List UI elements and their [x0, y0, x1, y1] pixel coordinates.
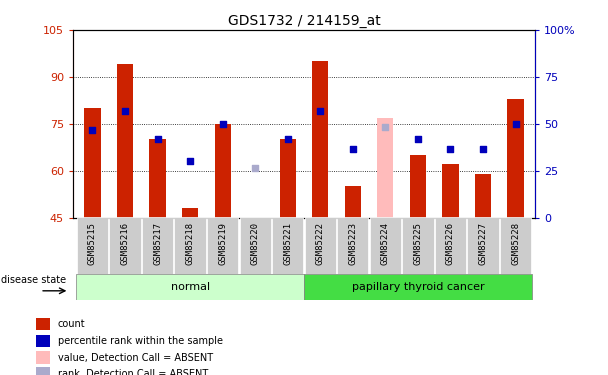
FancyBboxPatch shape [77, 217, 108, 274]
FancyBboxPatch shape [174, 217, 206, 274]
Text: GSM85220: GSM85220 [250, 222, 260, 265]
Text: GSM85226: GSM85226 [446, 222, 455, 265]
FancyBboxPatch shape [370, 217, 401, 274]
Bar [215, 124, 231, 218]
Point [348, 146, 358, 152]
Text: count: count [58, 320, 85, 329]
Point [413, 136, 423, 142]
Bar [150, 140, 166, 218]
FancyBboxPatch shape [142, 217, 173, 274]
Text: disease state: disease state [1, 275, 67, 285]
Text: GSM85222: GSM85222 [316, 222, 325, 265]
Bar [76, 274, 304, 300]
Bar [345, 186, 361, 218]
Bar [410, 155, 426, 218]
Bar [85, 108, 100, 218]
Text: GSM85216: GSM85216 [120, 222, 130, 265]
FancyBboxPatch shape [305, 217, 336, 274]
Text: percentile rank within the sample: percentile rank within the sample [58, 336, 223, 346]
Bar [36, 334, 49, 346]
Point [511, 121, 520, 127]
Point [120, 108, 130, 114]
Bar [304, 274, 532, 300]
Point [153, 136, 162, 142]
Point [316, 108, 325, 114]
Bar [36, 367, 49, 375]
Bar [442, 164, 458, 218]
Text: GSM85217: GSM85217 [153, 222, 162, 265]
Point [283, 136, 292, 142]
Text: GSM85215: GSM85215 [88, 222, 97, 265]
Text: normal: normal [171, 282, 210, 292]
Point [446, 146, 455, 152]
Point [218, 121, 227, 127]
FancyBboxPatch shape [272, 217, 303, 274]
Point [478, 146, 488, 152]
Bar [508, 99, 523, 218]
Point [250, 165, 260, 171]
Bar [280, 140, 296, 218]
Title: GDS1732 / 214159_at: GDS1732 / 214159_at [227, 13, 381, 28]
FancyBboxPatch shape [435, 217, 466, 274]
Text: GSM85218: GSM85218 [185, 222, 195, 265]
Bar [475, 174, 491, 217]
FancyBboxPatch shape [468, 217, 499, 274]
Bar [377, 117, 393, 218]
Text: rank, Detection Call = ABSENT: rank, Detection Call = ABSENT [58, 369, 208, 375]
Bar [36, 351, 49, 363]
FancyBboxPatch shape [207, 217, 238, 274]
Text: GSM85219: GSM85219 [218, 222, 227, 265]
Text: GSM85228: GSM85228 [511, 222, 520, 265]
Text: GSM85225: GSM85225 [413, 222, 423, 265]
Text: GSM85223: GSM85223 [348, 222, 358, 265]
Point [185, 158, 195, 164]
Text: GSM85227: GSM85227 [478, 222, 488, 265]
Text: GSM85221: GSM85221 [283, 222, 292, 265]
Bar [312, 61, 328, 217]
Text: value, Detection Call = ABSENT: value, Detection Call = ABSENT [58, 353, 213, 363]
FancyBboxPatch shape [402, 217, 434, 274]
Bar [117, 64, 133, 218]
Bar [182, 208, 198, 218]
FancyBboxPatch shape [500, 217, 531, 274]
Point [381, 124, 390, 130]
FancyBboxPatch shape [109, 217, 140, 274]
Text: GSM85224: GSM85224 [381, 222, 390, 265]
Point [88, 127, 97, 133]
FancyBboxPatch shape [240, 217, 271, 274]
Bar [36, 318, 49, 330]
FancyBboxPatch shape [337, 217, 368, 274]
Text: papillary thyroid cancer: papillary thyroid cancer [351, 282, 484, 292]
